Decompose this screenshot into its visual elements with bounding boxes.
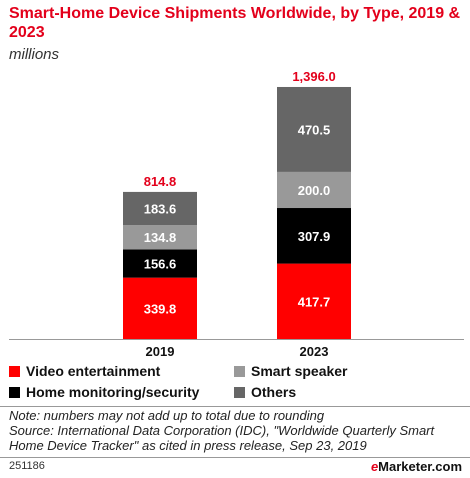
bar-segment (123, 225, 197, 250)
legend-label-home: Home monitoring/security (26, 384, 200, 400)
data-label: 339.8 (144, 301, 177, 316)
x-tick-label: 2019 (146, 344, 175, 359)
note-text: Note: numbers may not add up to total du… (9, 408, 325, 423)
legend-swatch-home (9, 386, 20, 398)
bar-segment (277, 86, 351, 172)
data-label: 307.9 (298, 229, 331, 244)
total-label: 1,396.0 (292, 69, 335, 84)
bar-segment (277, 171, 351, 209)
bar-segment (277, 208, 351, 264)
brand-logo: eMarketer.com (370, 459, 462, 474)
data-label: 417.7 (298, 294, 331, 309)
chart-title: Smart-Home Device Shipments Worldwide, b… (9, 5, 461, 41)
data-label: 200.0 (298, 183, 331, 198)
legend-label-speaker: Smart speaker (251, 363, 348, 379)
stacked-bar-chart: 339.8 156.6 134.8 183.6 814.8 2019 417.7 307.9 2… (9, 69, 464, 359)
divider-bottom (0, 457, 470, 458)
legend-label-video: Video entertainment (26, 363, 161, 379)
legend-swatch-others (234, 386, 245, 398)
legend: Video entertainment Smart speaker Home m… (9, 362, 464, 406)
bar-segment (123, 191, 197, 226)
legend-swatch-video (9, 365, 20, 377)
legend-item-speaker: Smart speaker (234, 362, 348, 380)
legend-item-home: Home monitoring/security (9, 383, 199, 401)
chart-subtitle: millions (9, 46, 60, 63)
data-label: 156.6 (144, 257, 177, 272)
legend-label-others: Others (251, 384, 297, 400)
legend-item-others: Others (234, 383, 296, 401)
bar-segment (123, 249, 197, 278)
notes: Note: numbers may not add up to total du… (9, 408, 464, 453)
bar-segment (277, 263, 351, 339)
divider-top (0, 406, 470, 407)
data-label: 470.5 (298, 122, 331, 137)
data-label: 183.6 (144, 201, 177, 216)
source-text: Source: International Data Corporation (… (9, 423, 435, 453)
total-label: 814.8 (144, 174, 177, 189)
chart-id: 251186 (9, 460, 45, 472)
legend-item-video: Video entertainment (9, 362, 160, 380)
bar-segment (123, 277, 197, 339)
legend-swatch-speaker (234, 365, 245, 377)
x-tick-label: 2023 (300, 344, 329, 359)
data-label: 134.8 (144, 230, 177, 245)
